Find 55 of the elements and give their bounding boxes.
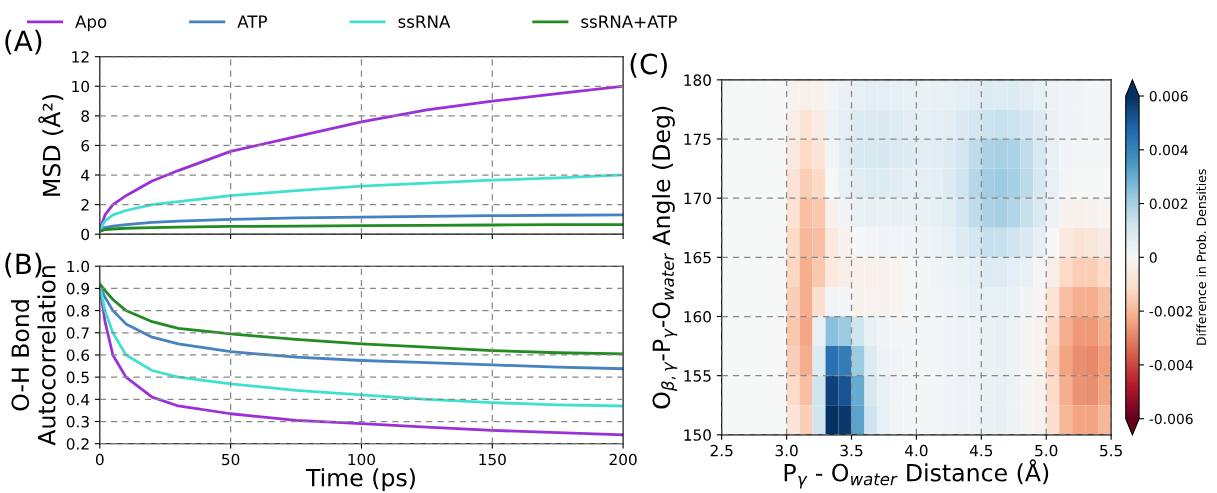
- y-tick-label: 165: [684, 251, 711, 264]
- text: (C): [630, 53, 667, 78]
- y-tick-label: 0.8: [66, 305, 90, 317]
- y-tick-label: 180: [684, 74, 711, 86]
- y-tick-label: 175: [684, 133, 711, 146]
- line-series: [99, 284, 624, 408]
- x-tick-label: 4.0: [905, 444, 928, 457]
- y-tick-label: 0.7: [66, 327, 89, 339]
- y-tick-label: 0.4: [66, 393, 90, 406]
- color-bar-label: 0.002: [1149, 198, 1188, 210]
- y-tick-label: 12: [72, 51, 89, 63]
- color-bar-label: 0.004: [1149, 144, 1188, 156]
- legend-label: ssRNA+ATP: [581, 15, 677, 28]
- y-tick-label: 0.3: [66, 415, 89, 428]
- y-tick-label: 1.0: [67, 260, 90, 273]
- x-tick-label: 5.5: [1100, 445, 1122, 457]
- y-tick-label: 8: [81, 110, 90, 122]
- y-tick-label: 0.6: [66, 349, 90, 361]
- legend-label: Apo: [75, 15, 107, 32]
- x-axis-title: P$_{γ}$ - O$_{water}$ Distance (Å): [784, 459, 1049, 489]
- color-bar-label: -0.006: [1149, 413, 1193, 425]
- y-axis-title: O$_{β,γ}$-P$_{γ}$-O$_{water}$ Angle (Deg): [651, 106, 678, 409]
- y-tick-label: 2: [81, 199, 89, 211]
- y-tick-label: 155: [684, 370, 711, 382]
- y-tick-label: 4: [81, 169, 90, 181]
- y-tick-label: 0.2: [66, 438, 89, 450]
- y-axis-title: MSD (Å²): [38, 94, 64, 196]
- x-tick-label: 2.5: [710, 444, 733, 457]
- y-tick-label: 0.5: [66, 371, 89, 384]
- x-tick-label: 50: [222, 453, 240, 466]
- y-tick-label: 10: [72, 80, 90, 93]
- y-tick-label: 6: [81, 139, 90, 152]
- y-tick-label: 170: [684, 192, 711, 205]
- x-tick-label: 200: [609, 453, 637, 466]
- legend-label: ssRNA: [398, 15, 451, 28]
- x-tick-label: 3.5: [840, 444, 863, 457]
- x-tick-label: 4.5: [969, 445, 993, 457]
- line-series: [99, 282, 624, 356]
- y-tick-label: 0.9: [66, 282, 89, 295]
- color-bar-label: -0.002: [1149, 306, 1193, 317]
- y-tick-label: 160: [684, 310, 711, 323]
- text: (A): [5, 29, 42, 55]
- x-axis-title: Time (ps): [305, 468, 415, 492]
- x-tick-label: 5.0: [1035, 444, 1058, 457]
- color-bar-label: -0.004: [1149, 359, 1193, 371]
- x-tick-label: 3.0: [775, 444, 798, 457]
- color-bar-label: 0.006: [1149, 90, 1188, 102]
- y-tick-label: 150: [684, 429, 711, 441]
- x-tick-label: 0: [95, 453, 104, 466]
- x-tick-label: 150: [479, 453, 506, 466]
- color-bar-label: 0: [1149, 252, 1157, 263]
- legend-label: ATP: [237, 15, 267, 28]
- x-tick-label: 100: [348, 453, 376, 466]
- color-bar-title: Difference in Prob. Densities: [1196, 169, 1207, 345]
- y-tick-label: 0: [81, 228, 90, 241]
